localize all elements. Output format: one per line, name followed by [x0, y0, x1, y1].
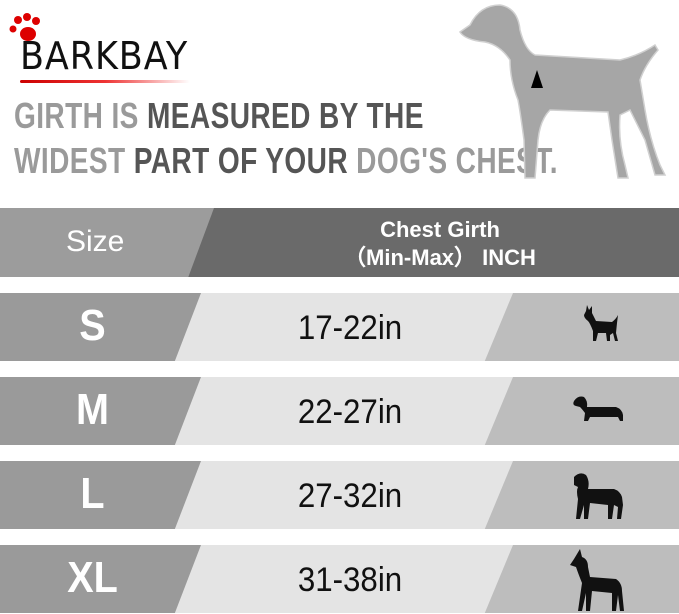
dachshund-icon	[573, 396, 623, 421]
headline-text: PART OF YOUR	[133, 140, 357, 181]
logo-underline	[20, 80, 190, 83]
headline-text: GIRTH IS	[14, 95, 148, 136]
labrador-icon	[574, 473, 623, 519]
headline-line-1: GIRTH IS MEASURED BY THE	[14, 95, 424, 137]
size-label: L	[80, 469, 105, 518]
table-row: M 22-27in	[0, 377, 679, 445]
paw-icon	[9, 13, 40, 41]
size-label: XL	[67, 553, 118, 602]
measuring-dog-illustration	[458, 4, 667, 179]
size-label: S	[79, 301, 106, 350]
size-header-cell	[0, 208, 214, 277]
girth-header-line-2: （Min-Max） INCH	[344, 245, 536, 270]
girth-value: 31-38in	[297, 561, 403, 599]
great-dane-icon	[570, 549, 624, 611]
table-row: S 17-22in	[0, 293, 679, 361]
headline-text: MEASURED BY THE	[147, 95, 424, 136]
girth-value: 22-27in	[297, 393, 403, 431]
size-label: M	[76, 385, 109, 434]
chest-girth-column-header: Chest Girth （Min-Max） INCH	[300, 216, 580, 272]
girth-value: 27-32in	[297, 477, 403, 515]
table-row: XL 31-38in	[0, 545, 679, 613]
brand-name: BARKBAY	[20, 34, 189, 78]
table-header: Size Chest Girth （Min-Max） INCH	[0, 208, 679, 277]
girth-value: 17-22in	[297, 309, 403, 347]
table-row: L 27-32in	[0, 461, 679, 529]
girth-header-line-1: Chest Girth	[380, 217, 500, 242]
brand-logo: BARKBAY	[8, 12, 198, 87]
chihuahua-icon	[584, 305, 618, 341]
headline-text: WIDEST	[14, 140, 134, 181]
size-column-header: Size	[66, 225, 125, 258]
